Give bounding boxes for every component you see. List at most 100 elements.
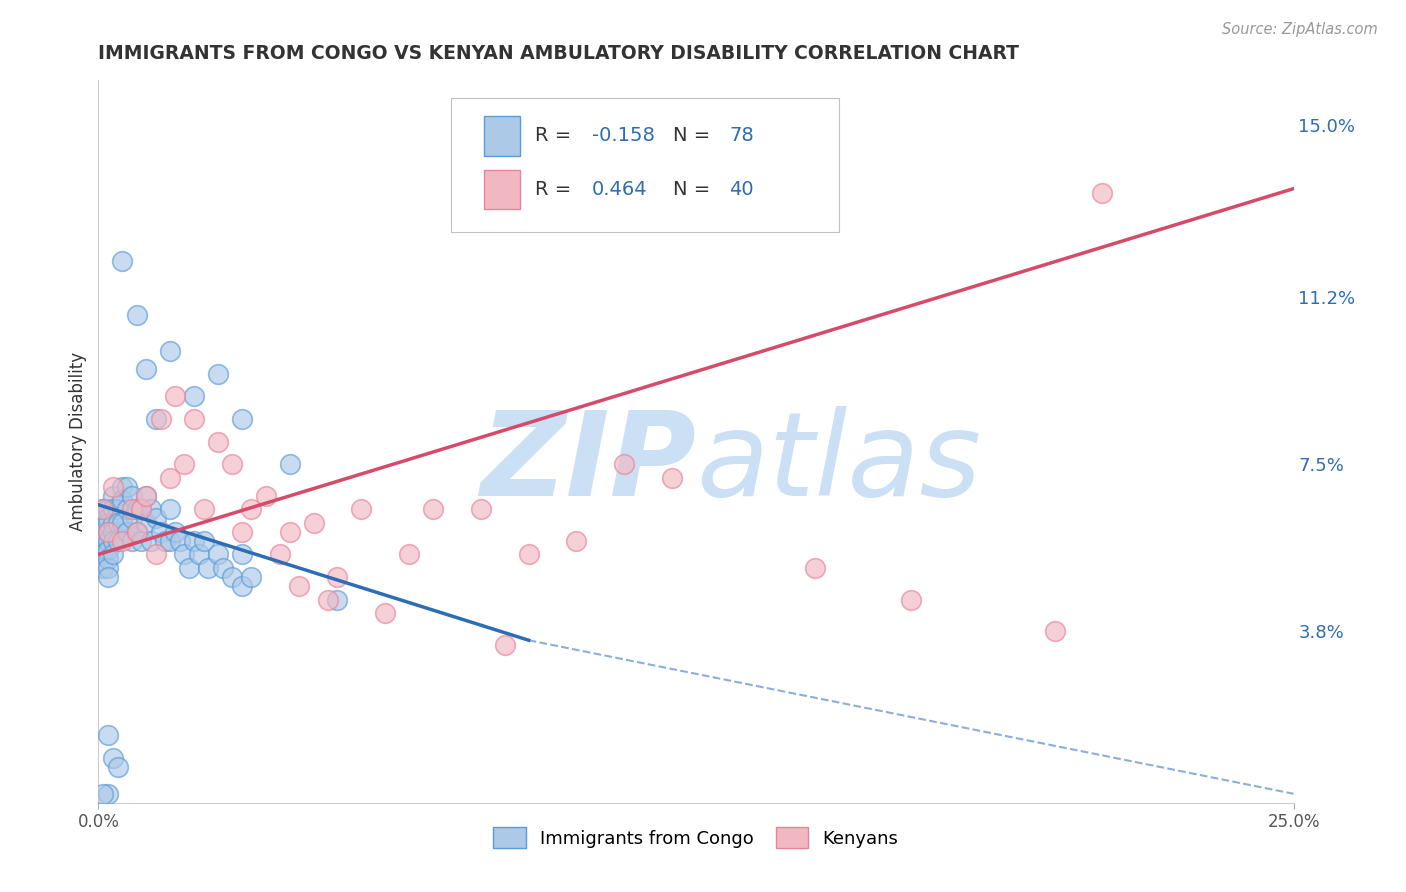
Point	[107, 533, 129, 548]
Point	[101, 548, 124, 562]
Point	[278, 457, 301, 471]
Point	[149, 412, 172, 426]
Point	[221, 457, 243, 471]
Point	[163, 389, 186, 403]
Point	[316, 592, 339, 607]
Point	[125, 502, 148, 516]
Point	[107, 502, 129, 516]
Point	[517, 548, 540, 562]
Point	[139, 533, 162, 548]
Point	[97, 516, 120, 530]
Point	[613, 457, 636, 471]
Point	[1091, 186, 1114, 201]
Point	[254, 489, 277, 503]
Point	[107, 516, 129, 530]
Point	[183, 533, 205, 548]
Point	[173, 548, 195, 562]
Point	[97, 552, 120, 566]
Point	[101, 750, 124, 764]
Point	[494, 638, 516, 652]
Point	[101, 524, 124, 539]
Point	[97, 561, 120, 575]
Point	[91, 524, 114, 539]
Point	[900, 592, 922, 607]
Point	[101, 516, 124, 530]
FancyBboxPatch shape	[485, 169, 520, 210]
Point	[97, 787, 120, 801]
Point	[115, 502, 138, 516]
FancyBboxPatch shape	[485, 116, 520, 155]
Point	[240, 502, 263, 516]
Text: N =: N =	[673, 127, 717, 145]
Point	[91, 502, 114, 516]
Point	[159, 344, 181, 359]
Text: Source: ZipAtlas.com: Source: ZipAtlas.com	[1222, 22, 1378, 37]
Point	[135, 489, 157, 503]
Point	[101, 480, 124, 494]
Point	[97, 570, 120, 584]
Point	[470, 502, 492, 516]
Point	[111, 533, 134, 548]
Point	[193, 502, 215, 516]
Point	[159, 502, 181, 516]
Point	[97, 533, 120, 548]
Point	[91, 502, 114, 516]
Point	[91, 502, 114, 516]
Point	[179, 561, 201, 575]
Point	[661, 471, 683, 485]
Point	[207, 434, 229, 449]
Point	[121, 533, 143, 548]
Point	[231, 412, 253, 426]
Point	[350, 502, 373, 516]
Point	[221, 570, 243, 584]
Point	[231, 548, 253, 562]
Point	[398, 548, 420, 562]
Text: atlas: atlas	[696, 406, 981, 520]
Text: R =: R =	[534, 180, 576, 199]
Point	[97, 728, 120, 742]
Y-axis label: Ambulatory Disability: Ambulatory Disability	[69, 352, 87, 531]
Point	[565, 533, 588, 548]
Point	[101, 502, 124, 516]
Point	[91, 533, 114, 548]
Point	[91, 548, 114, 562]
Point	[187, 548, 209, 562]
Point	[169, 533, 191, 548]
Text: 40: 40	[730, 180, 754, 199]
Point	[326, 592, 349, 607]
Point	[125, 524, 148, 539]
Point	[159, 471, 181, 485]
Point	[91, 787, 114, 801]
Point	[193, 533, 215, 548]
Point	[231, 524, 253, 539]
Point	[211, 561, 233, 575]
Point	[97, 524, 120, 539]
Point	[173, 457, 195, 471]
Point	[135, 362, 157, 376]
Point	[197, 561, 219, 575]
Point	[91, 561, 114, 575]
Point	[97, 542, 120, 557]
Point	[269, 548, 291, 562]
Point	[240, 570, 263, 584]
Point	[101, 489, 124, 503]
Text: 0.464: 0.464	[592, 180, 648, 199]
Point	[97, 511, 120, 525]
Point	[111, 516, 134, 530]
Point	[135, 489, 157, 503]
Point	[422, 502, 444, 516]
Point	[163, 524, 186, 539]
Point	[326, 570, 349, 584]
FancyBboxPatch shape	[451, 98, 839, 232]
Point	[91, 533, 114, 548]
Point	[149, 524, 172, 539]
Point	[125, 308, 148, 322]
Point	[183, 412, 205, 426]
Point	[139, 502, 162, 516]
Point	[155, 533, 177, 548]
Point	[101, 533, 124, 548]
Point	[288, 579, 311, 593]
Point	[121, 502, 143, 516]
Point	[145, 511, 167, 525]
Point	[121, 489, 143, 503]
